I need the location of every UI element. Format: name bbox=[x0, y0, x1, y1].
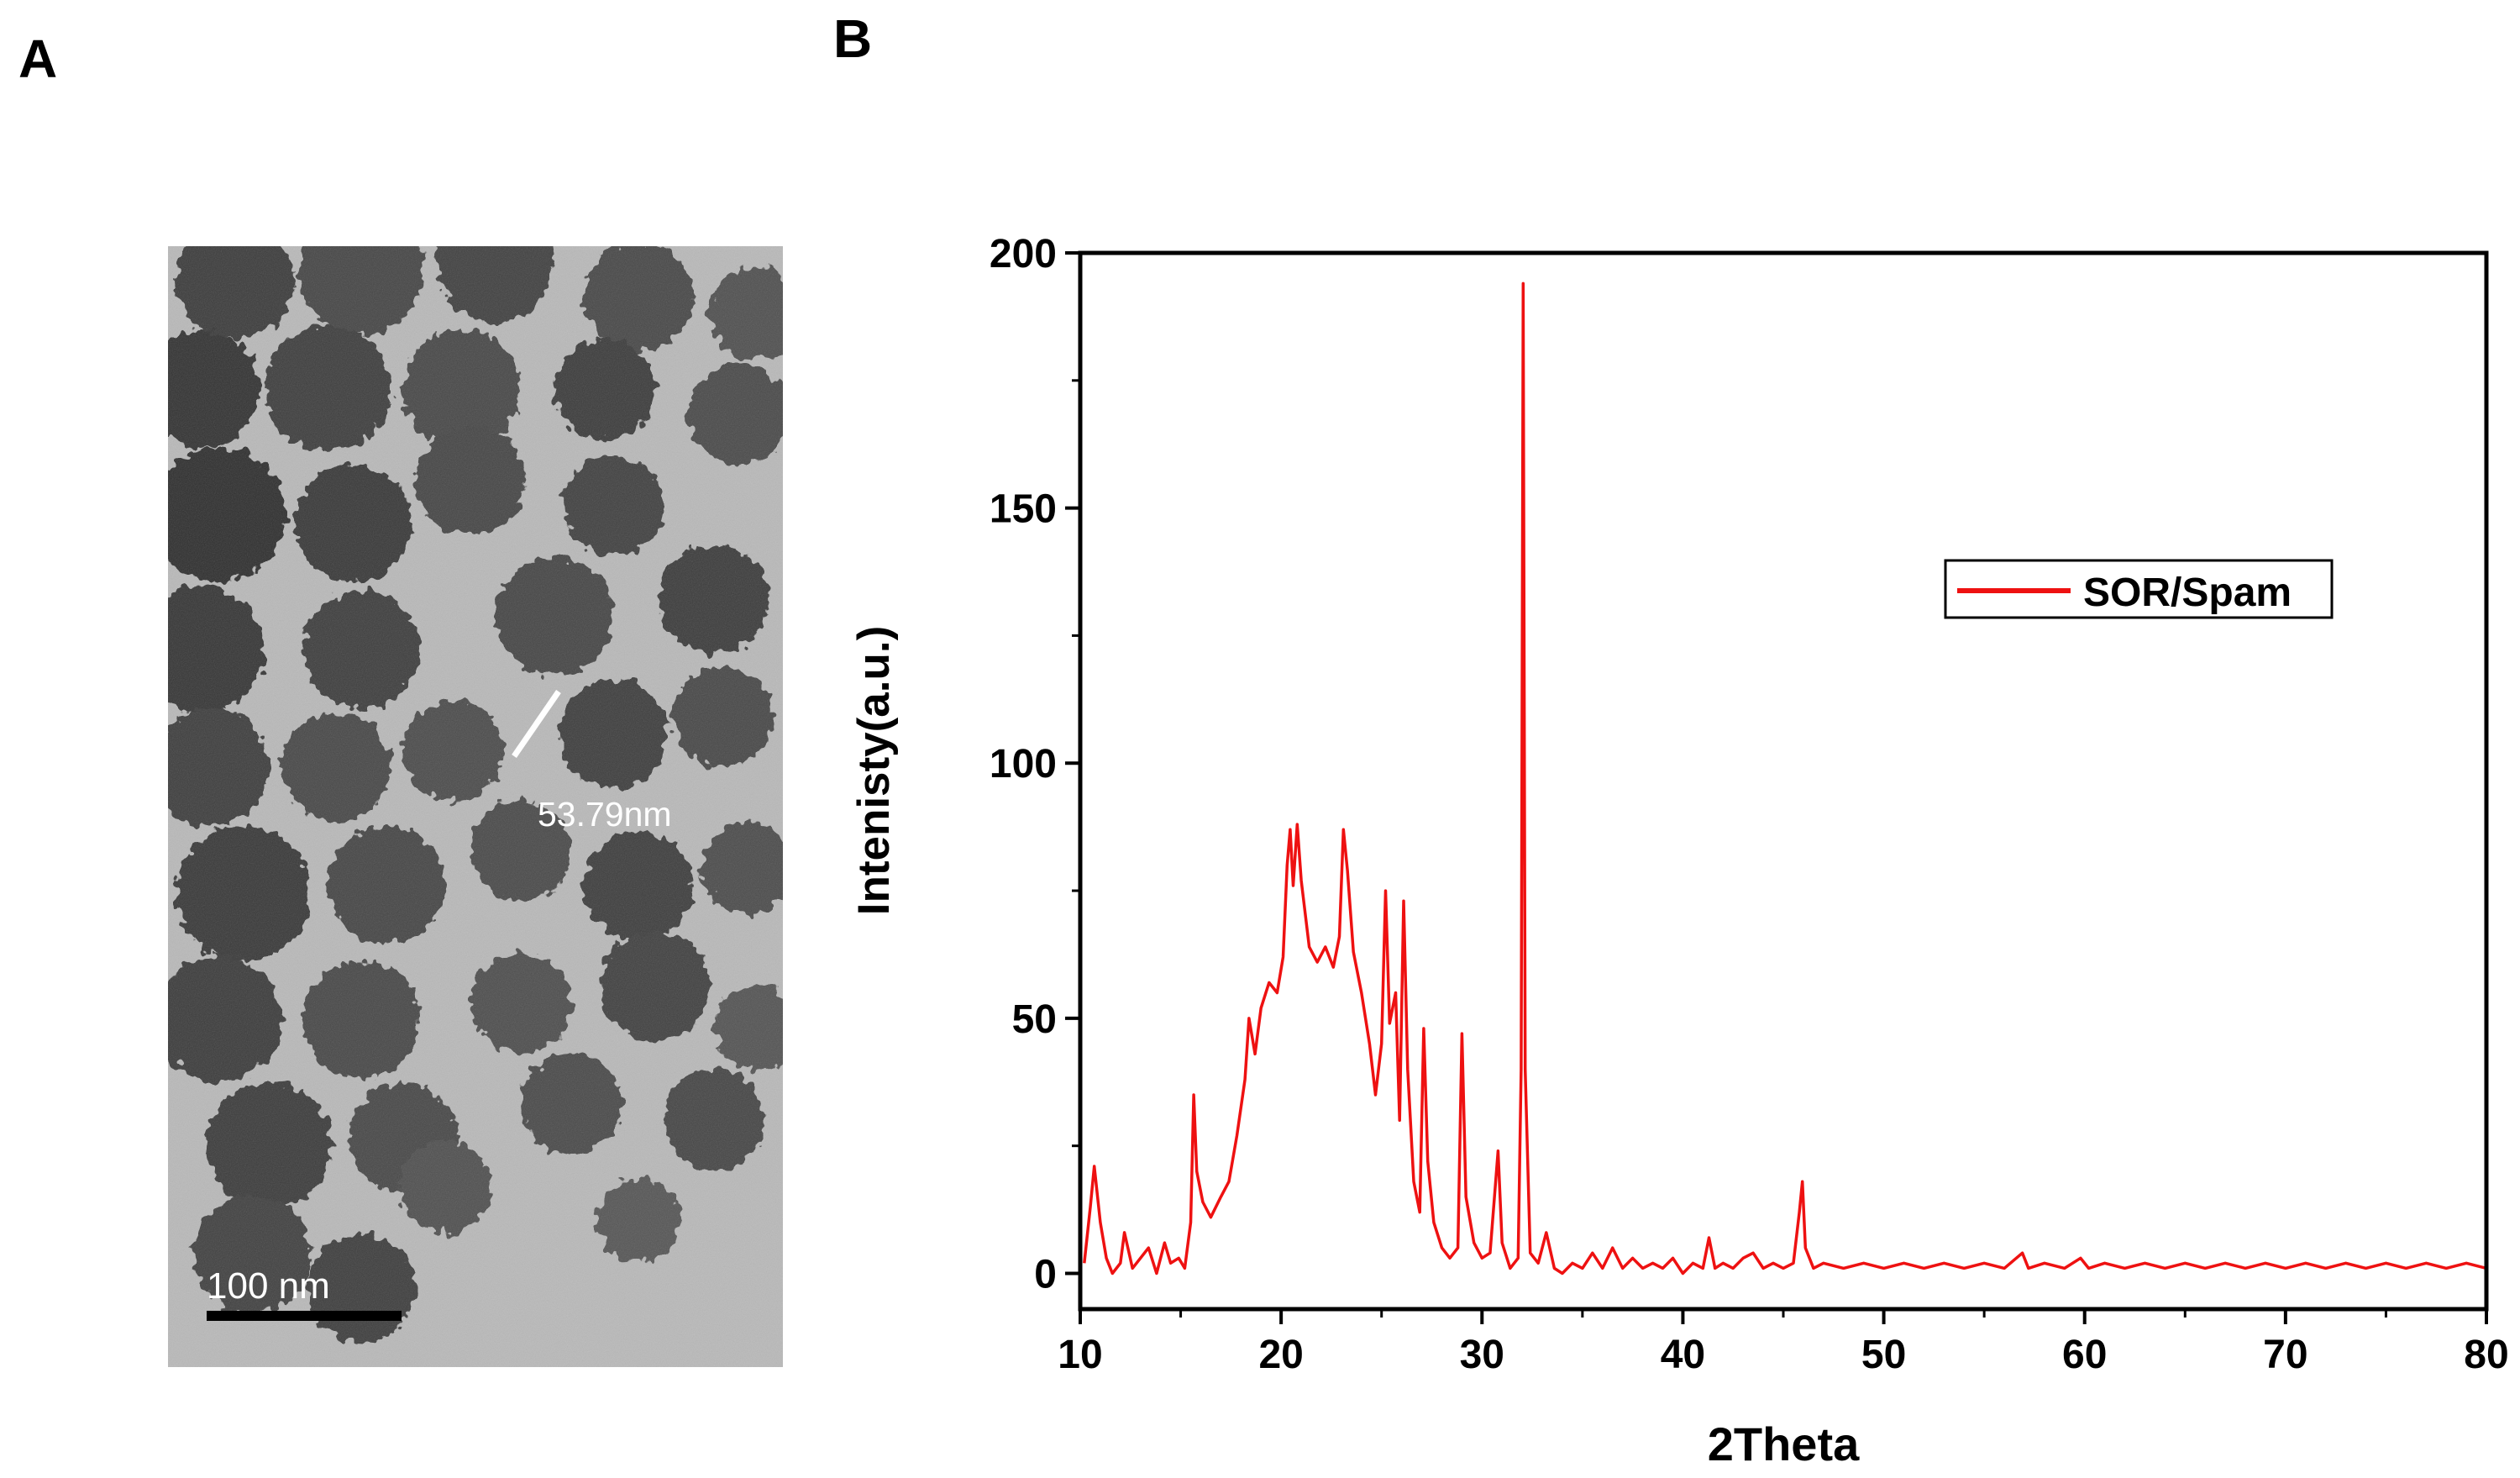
x-tick-label-10: 10 bbox=[1058, 1333, 1102, 1377]
x-tick-label-30: 30 bbox=[1460, 1333, 1504, 1377]
x-tick-label-60: 60 bbox=[2062, 1333, 2107, 1377]
axis-tick-labels: 10 20 30 40 50 60 70 80 0 50 100 150 200 bbox=[990, 232, 2509, 1377]
panel-label-a: A bbox=[18, 29, 58, 89]
y-axis-label: Intenisty(a.u.) bbox=[849, 626, 899, 916]
axis-ticks bbox=[1065, 251, 2488, 1324]
measurement-label: 53.79nm bbox=[538, 795, 672, 834]
scale-bar bbox=[207, 1311, 402, 1321]
tem-noise bbox=[168, 246, 783, 1367]
x-tick-label-40: 40 bbox=[1661, 1333, 1705, 1377]
legend: SOR/Spam bbox=[1944, 559, 2334, 619]
y-tick-label-200: 200 bbox=[990, 232, 1057, 276]
x-tick-label-20: 20 bbox=[1258, 1333, 1303, 1377]
plot-frame bbox=[1078, 250, 2489, 1312]
y-tick-label-0: 0 bbox=[1034, 1252, 1057, 1297]
y-tick-label-100: 100 bbox=[990, 742, 1057, 786]
scale-bar-label: 100 nm bbox=[207, 1265, 330, 1307]
x-tick-label-80: 80 bbox=[2464, 1333, 2508, 1377]
y-tick-label-150: 150 bbox=[990, 487, 1057, 532]
y-tick-label-50: 50 bbox=[1012, 997, 1057, 1042]
tem-micrograph: 53.79nm 100 nm bbox=[168, 246, 783, 1367]
x-axis-label: 2Theta bbox=[1708, 1418, 1860, 1470]
x-tick-label-50: 50 bbox=[1861, 1333, 1906, 1377]
series-line-sor-spam bbox=[1083, 281, 2487, 1275]
legend-label-sor-spam: SOR/Spam bbox=[2083, 571, 2292, 615]
panel-label-b: B bbox=[833, 8, 873, 69]
x-tick-label-70: 70 bbox=[2263, 1333, 2307, 1377]
measurement-line bbox=[512, 690, 561, 758]
